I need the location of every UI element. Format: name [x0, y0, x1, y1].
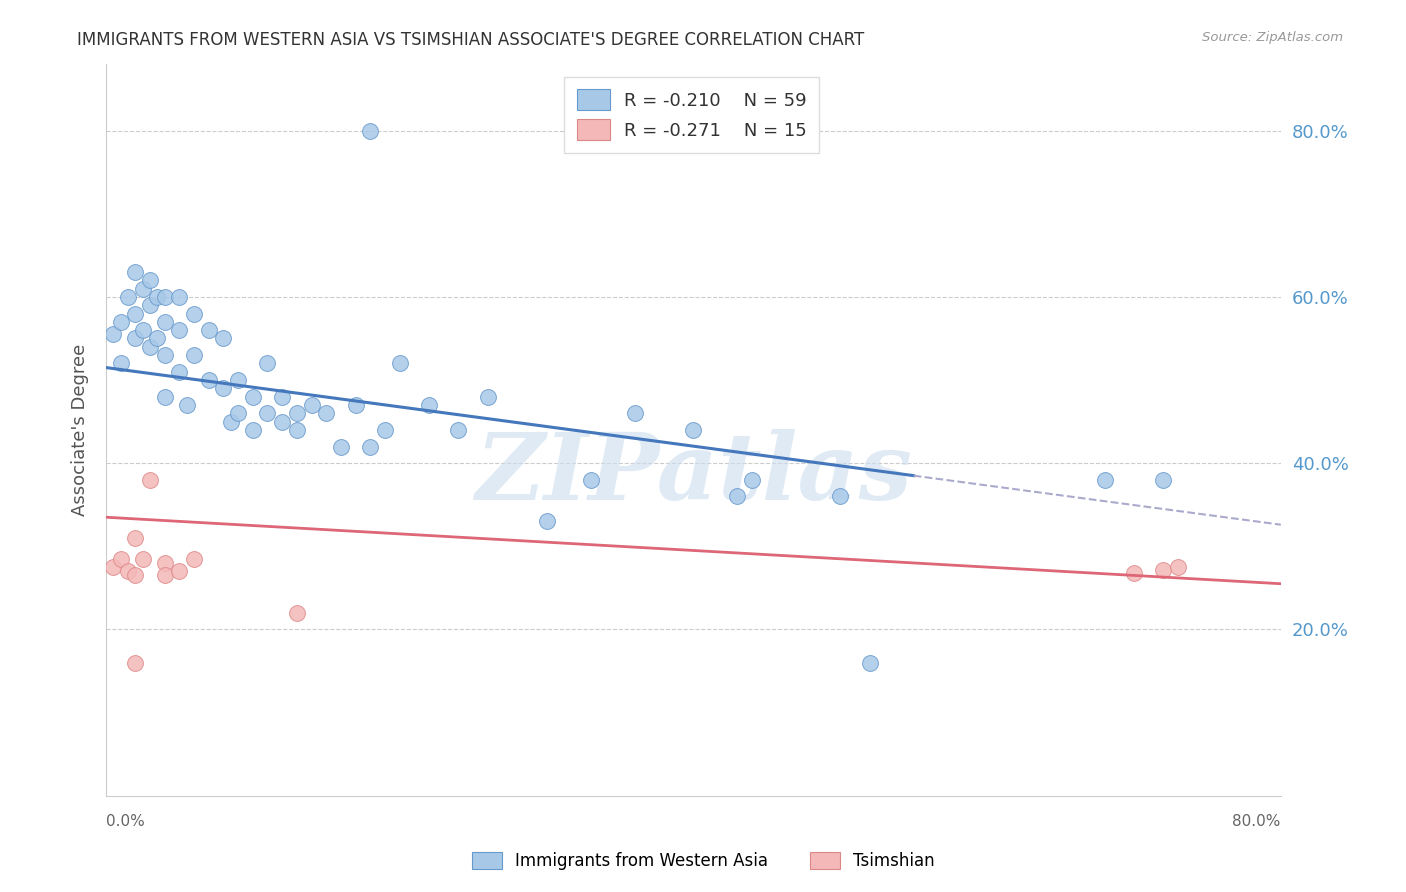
- Point: [359, 440, 381, 454]
- Legend: R = -0.210    N = 59, R = -0.271    N = 15: R = -0.210 N = 59, R = -0.271 N = 15: [564, 77, 820, 153]
- Text: ZIPatlas: ZIPatlas: [475, 429, 912, 519]
- Point: [139, 473, 162, 487]
- Point: [103, 327, 125, 342]
- Point: [146, 290, 169, 304]
- Point: [124, 331, 146, 345]
- Legend: Immigrants from Western Asia, Tsimshian: Immigrants from Western Asia, Tsimshian: [465, 845, 941, 877]
- Point: [139, 340, 162, 354]
- Point: [242, 423, 264, 437]
- Point: [169, 290, 191, 304]
- Point: [153, 390, 176, 404]
- Point: [301, 398, 323, 412]
- Point: [212, 331, 235, 345]
- Point: [169, 564, 191, 578]
- Point: [226, 373, 249, 387]
- Point: [124, 531, 146, 545]
- Point: [285, 406, 308, 420]
- Point: [359, 123, 381, 137]
- Point: [103, 560, 125, 574]
- Point: [329, 440, 352, 454]
- Point: [197, 323, 219, 337]
- Point: [623, 406, 645, 420]
- Point: [226, 406, 249, 420]
- Point: [153, 315, 176, 329]
- Point: [131, 551, 153, 566]
- Point: [858, 656, 880, 670]
- Point: [536, 515, 558, 529]
- Point: [271, 390, 294, 404]
- Point: [117, 290, 139, 304]
- Point: [153, 348, 176, 362]
- Point: [256, 406, 278, 420]
- Point: [242, 390, 264, 404]
- Point: [830, 490, 852, 504]
- Point: [725, 490, 748, 504]
- Text: 80.0%: 80.0%: [1233, 814, 1281, 829]
- Point: [212, 381, 235, 395]
- Point: [579, 473, 602, 487]
- Point: [131, 281, 153, 295]
- Point: [131, 323, 153, 337]
- Point: [124, 568, 146, 582]
- Point: [1167, 560, 1189, 574]
- Point: [153, 568, 176, 582]
- Point: [1152, 563, 1174, 577]
- Point: [183, 551, 205, 566]
- Point: [418, 398, 440, 412]
- Point: [110, 356, 132, 370]
- Point: [447, 423, 470, 437]
- Point: [1152, 473, 1174, 487]
- Point: [183, 306, 205, 320]
- Point: [285, 606, 308, 620]
- Point: [388, 356, 411, 370]
- Point: [344, 398, 367, 412]
- Text: Source: ZipAtlas.com: Source: ZipAtlas.com: [1202, 31, 1343, 45]
- Point: [169, 323, 191, 337]
- Point: [169, 365, 191, 379]
- Y-axis label: Associate's Degree: Associate's Degree: [72, 343, 89, 516]
- Point: [682, 423, 704, 437]
- Text: 0.0%: 0.0%: [105, 814, 145, 829]
- Point: [124, 656, 146, 670]
- Point: [219, 415, 242, 429]
- Text: IMMIGRANTS FROM WESTERN ASIA VS TSIMSHIAN ASSOCIATE'S DEGREE CORRELATION CHART: IMMIGRANTS FROM WESTERN ASIA VS TSIMSHIA…: [77, 31, 865, 49]
- Point: [1094, 473, 1116, 487]
- Point: [741, 473, 763, 487]
- Point: [139, 298, 162, 312]
- Point: [285, 423, 308, 437]
- Point: [477, 390, 499, 404]
- Point: [153, 556, 176, 570]
- Point: [124, 306, 146, 320]
- Point: [256, 356, 278, 370]
- Point: [124, 265, 146, 279]
- Point: [117, 564, 139, 578]
- Point: [374, 423, 396, 437]
- Point: [1123, 566, 1146, 580]
- Point: [110, 315, 132, 329]
- Point: [197, 373, 219, 387]
- Point: [271, 415, 294, 429]
- Point: [183, 348, 205, 362]
- Point: [153, 290, 176, 304]
- Point: [315, 406, 337, 420]
- Point: [110, 551, 132, 566]
- Point: [139, 273, 162, 287]
- Point: [146, 331, 169, 345]
- Point: [176, 398, 198, 412]
